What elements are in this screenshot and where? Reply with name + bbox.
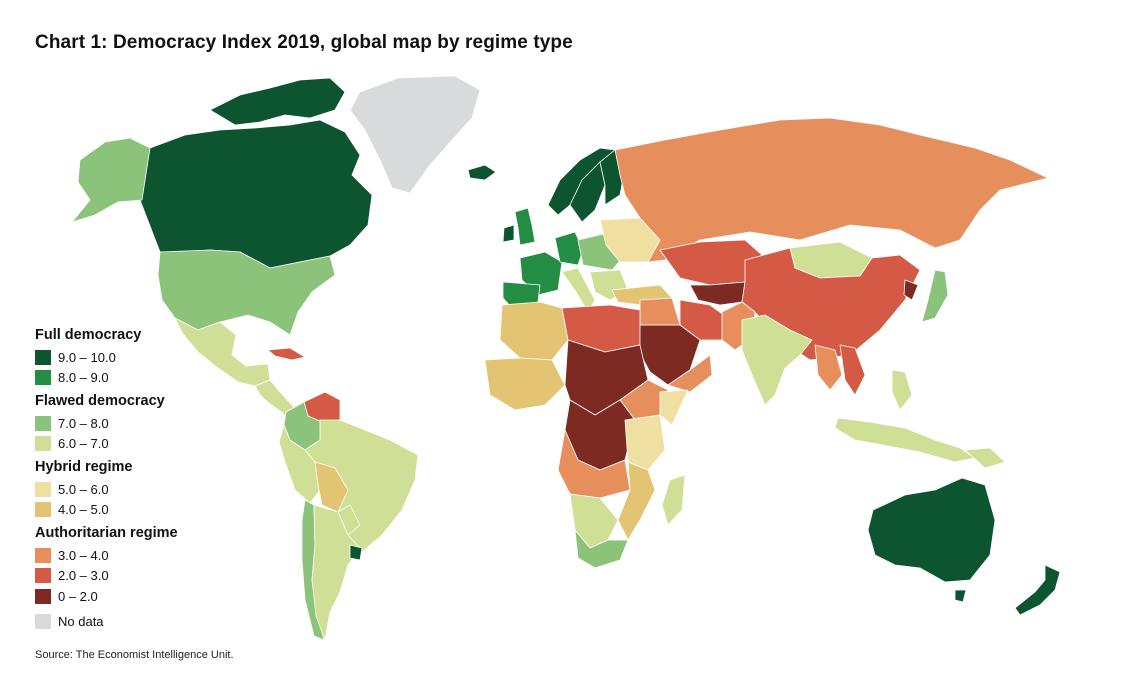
- legend-swatch: [35, 502, 51, 518]
- legend-heading: Hybrid regime: [35, 459, 133, 475]
- legend-item: 2.0 – 3.0: [35, 566, 255, 587]
- region-australia: [867, 477, 996, 583]
- legend-swatch: [35, 349, 51, 365]
- region-mexico: [174, 317, 271, 387]
- legend-label: 0 – 2.0: [58, 588, 98, 604]
- legend-label: 8.0 – 9.0: [58, 370, 109, 386]
- legend-item: 3.0 – 4.0: [35, 545, 255, 566]
- legend-swatch: [35, 481, 51, 497]
- legend-heading: Full democracy: [35, 327, 142, 343]
- legend-label: 9.0 – 10.0: [58, 349, 116, 365]
- legend-label: 2.0 – 3.0: [58, 568, 109, 584]
- region-indonesia: [834, 417, 976, 463]
- region-cuba: [267, 347, 306, 361]
- legend-swatch: [35, 415, 51, 431]
- legend-label: 6.0 – 7.0: [58, 436, 109, 452]
- region-morocco-algeria: [499, 301, 569, 361]
- region-new-zealand: [1014, 564, 1061, 616]
- legend-label: 3.0 – 4.0: [58, 547, 109, 563]
- legend-item: 7.0 – 8.0: [35, 413, 255, 434]
- legend-swatch: [35, 588, 51, 604]
- legend-item: 9.0 – 10.0: [35, 347, 255, 368]
- region-vietnam-laos: [839, 344, 866, 396]
- legend-label: 4.0 – 5.0: [58, 502, 109, 518]
- region-italy: [561, 267, 596, 313]
- legend-group: Flawed democracy 7.0 – 8.0 6.0 – 7.0: [35, 393, 255, 454]
- legend-group: Hybrid regime 5.0 – 6.0 4.0 – 5.0: [35, 459, 255, 520]
- region-iceland: [467, 164, 497, 181]
- legend-item: 6.0 – 7.0: [35, 434, 255, 455]
- region-korea-north: [903, 279, 919, 301]
- region-mozambique: [617, 461, 656, 541]
- legend-label: 7.0 – 8.0: [58, 415, 109, 431]
- source-note: Source: The Economist Intelligence Unit.: [35, 649, 234, 661]
- region-papua: [964, 447, 1006, 469]
- legend-swatch: [35, 568, 51, 584]
- region-japan: [921, 269, 949, 323]
- region-tasmania: [954, 589, 967, 603]
- legend-swatch: [35, 436, 51, 452]
- legend: Full democracy 9.0 – 10.0 8.0 – 9.0 Flawed …: [35, 327, 255, 632]
- legend-item: 5.0 – 6.0: [35, 479, 255, 500]
- region-uruguay: [349, 544, 363, 561]
- region-madagascar: [661, 474, 686, 526]
- legend-item-nodata: No data: [35, 612, 255, 633]
- region-canada: [139, 119, 373, 269]
- region-canada-arctic-islands: [209, 77, 346, 126]
- chart-title: Chart 1: Democracy Index 2019, global ma…: [35, 32, 573, 53]
- legend-heading: Authoritarian regime: [35, 525, 178, 541]
- legend-label: 5.0 – 6.0: [58, 481, 109, 497]
- legend-item: 8.0 – 9.0: [35, 368, 255, 389]
- region-myanmar-thailand: [814, 344, 843, 391]
- region-east-africa: [624, 414, 666, 471]
- region-usa: [157, 249, 336, 336]
- legend-label-nodata: No data: [58, 614, 104, 630]
- legend-heading: Flawed democracy: [35, 393, 165, 409]
- legend-item: 0 – 2.0: [35, 586, 255, 607]
- region-somalia: [659, 389, 689, 426]
- legend-group: Authoritarian regime 3.0 – 4.0 2.0 – 3.0 0 …: [35, 525, 255, 607]
- legend-swatch-nodata: [35, 614, 51, 630]
- legend-item: 4.0 – 5.0: [35, 500, 255, 521]
- legend-group: Full democracy 9.0 – 10.0 8.0 – 9.0: [35, 327, 255, 388]
- region-ireland: [502, 224, 515, 243]
- region-argentina: [311, 504, 361, 641]
- region-west-africa: [484, 357, 566, 411]
- region-iraq-syria: [639, 297, 681, 326]
- region-brazil: [304, 419, 419, 556]
- region-uk: [514, 207, 536, 246]
- legend-swatch: [35, 370, 51, 386]
- region-south-africa: [574, 529, 629, 569]
- region-philippines: [891, 369, 913, 411]
- region-russia: [614, 117, 1049, 263]
- region-ecuador-peru: [278, 424, 321, 504]
- region-alaska: [71, 137, 151, 223]
- region-india: [741, 314, 813, 406]
- region-germany: [554, 231, 584, 266]
- region-greenland: [349, 75, 481, 194]
- legend-swatch: [35, 547, 51, 563]
- region-central-asia: [689, 281, 746, 306]
